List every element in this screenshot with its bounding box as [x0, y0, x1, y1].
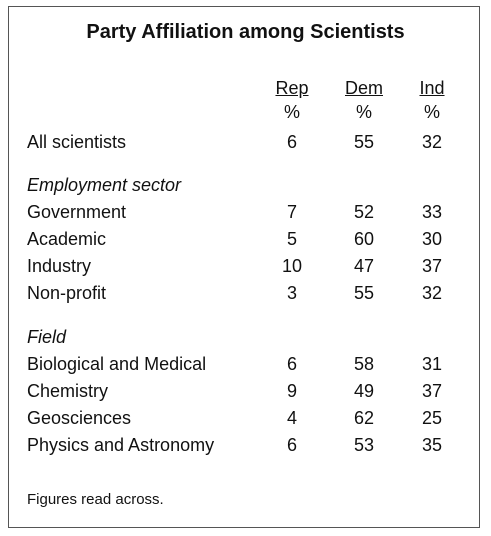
cell-value: 7: [286, 202, 298, 222]
cell-value: 35: [421, 435, 443, 455]
row-label: Physics and Astronomy: [27, 435, 215, 455]
row-label: All scientists: [27, 132, 127, 152]
cell-value: 32: [421, 132, 443, 152]
cell-value: 10: [281, 256, 303, 276]
cell-value: 25: [421, 408, 443, 428]
cell-value: 37: [421, 256, 443, 276]
column-unit: %: [423, 102, 441, 122]
cell-value: 60: [353, 229, 375, 249]
frame: [8, 6, 480, 528]
cell-value: 30: [421, 229, 443, 249]
cell-value: 32: [421, 283, 443, 303]
cell-value: 53: [353, 435, 375, 455]
column-header: Ind: [419, 78, 445, 98]
cell-value: 4: [286, 408, 298, 428]
cell-value: 9: [286, 381, 298, 401]
cell-value: 55: [353, 132, 375, 152]
cell-value: 37: [421, 381, 443, 401]
cell-value: 6: [286, 132, 298, 152]
cell-value: 49: [353, 381, 375, 401]
row-label: Academic: [27, 229, 107, 249]
group-heading: Employment sector: [27, 175, 182, 195]
row-label: Industry: [27, 256, 92, 276]
row-label: Chemistry: [27, 381, 109, 401]
title: Party Affiliation among Scientists: [86, 21, 405, 43]
row-label: Government: [27, 202, 127, 222]
group-heading: Field: [27, 327, 67, 347]
row-label: Geosciences: [27, 408, 132, 428]
cell-value: 62: [353, 408, 375, 428]
cell-value: 55: [353, 283, 375, 303]
cell-value: 3: [286, 283, 298, 303]
footnote: Figures read across.: [27, 491, 164, 508]
column-unit: %: [283, 102, 301, 122]
cell-value: 58: [353, 354, 375, 374]
column-header: Dem: [344, 78, 384, 98]
column-unit: %: [355, 102, 373, 122]
cell-value: 6: [286, 354, 298, 374]
cell-value: 5: [286, 229, 298, 249]
cell-value: 52: [353, 202, 375, 222]
row-label: Biological and Medical: [27, 354, 207, 374]
cell-value: 47: [353, 256, 375, 276]
column-header: Rep: [275, 78, 309, 98]
cell-value: 31: [421, 354, 443, 374]
cell-value: 33: [421, 202, 443, 222]
row-label: Non-profit: [27, 283, 107, 303]
cell-value: 6: [286, 435, 298, 455]
